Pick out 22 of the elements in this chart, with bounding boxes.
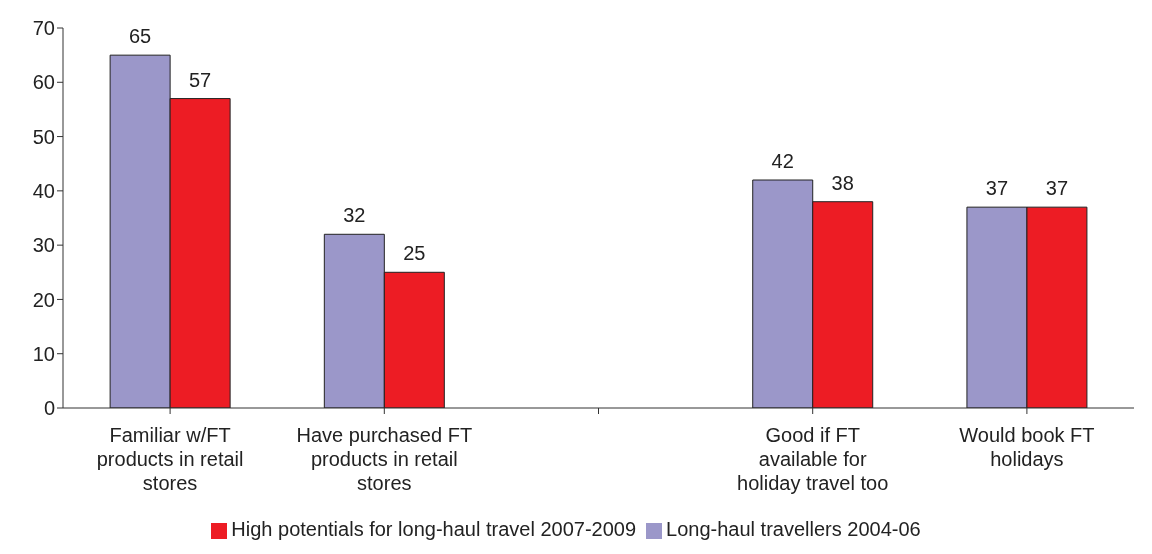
data-label: 65: [129, 25, 152, 48]
data-label: 42: [771, 150, 794, 172]
y-tick-label: 0: [43, 397, 55, 420]
data-label: 32: [343, 204, 366, 227]
y-tick-label: 60: [32, 71, 55, 94]
x-tick-label: Have purchased FT products in retail stores: [296, 424, 473, 494]
legend-label: Long-haul travellers 2004-06: [666, 518, 921, 540]
y-tick-label: 40: [32, 179, 55, 202]
x-tick-label: Would book FT holidays: [959, 424, 1095, 470]
x-tick-label: Good if FT available for holiday travel too: [737, 424, 889, 494]
data-label: 38: [831, 171, 854, 194]
data-label: 57: [189, 68, 212, 91]
x-tick-label: Familiar w/FT products in retail stores: [96, 424, 244, 494]
y-tick-label: 30: [32, 234, 55, 257]
y-tick-label: 70: [32, 17, 55, 40]
y-tick-label: 50: [32, 125, 55, 148]
y-tick-label: 10: [32, 342, 55, 365]
data-label: 37: [1045, 177, 1069, 200]
data-label: 37: [985, 177, 1009, 200]
y-tick-label: 20: [32, 288, 55, 311]
legend-label: High potentials for long-haul travel 2007-2009: [231, 518, 637, 540]
data-label: 25: [403, 242, 426, 265]
